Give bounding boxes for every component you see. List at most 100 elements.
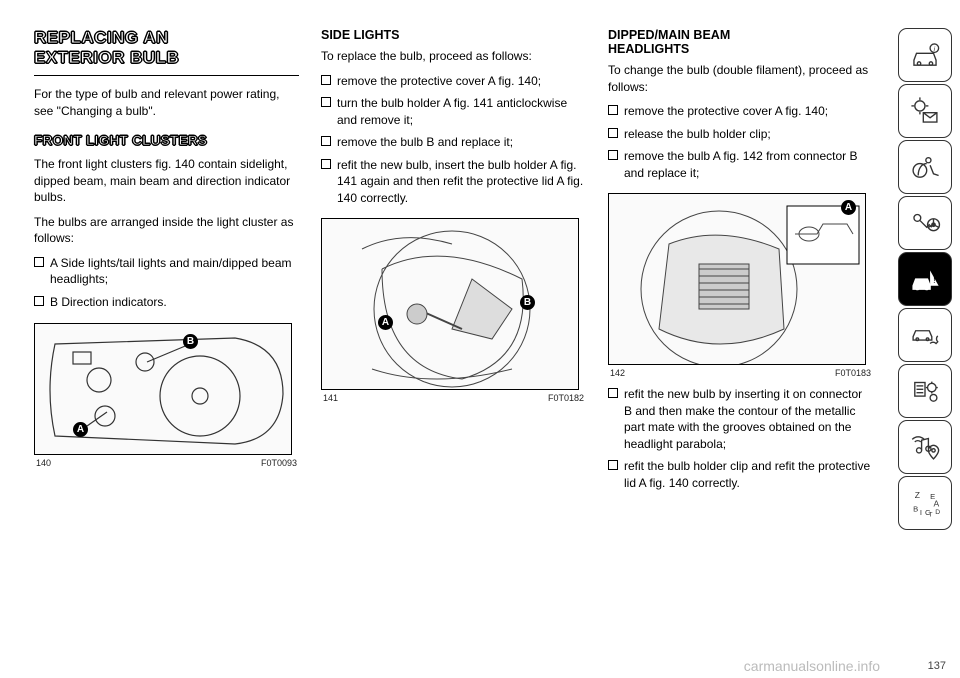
section-title: REPLACING AN EXTERIOR BULB xyxy=(34,28,299,67)
callout-a: A xyxy=(73,422,88,437)
figure-caption: 141 F0T0182 xyxy=(321,393,586,403)
media-gps-icon xyxy=(908,430,942,464)
subsection-heading: DIPPED/MAIN BEAM HEADLIGHTS xyxy=(608,28,873,56)
figure-image: A xyxy=(608,193,866,365)
headlight-bulb-diagram-icon xyxy=(609,194,866,365)
list-text: refit the new bulb, insert the bulb hold… xyxy=(337,157,586,207)
list-text: B Direction indicators. xyxy=(50,294,167,311)
sidebar-tab-lights[interactable] xyxy=(898,84,952,138)
page: REPLACING AN EXTERIOR BULB For the type … xyxy=(0,0,960,678)
body-text: The bulbs are arranged inside the light … xyxy=(34,214,299,247)
title-rule xyxy=(34,75,299,76)
alphabet-index-icon: Z E B A I C T D xyxy=(908,486,942,520)
svg-text:!: ! xyxy=(933,275,935,285)
square-bullet-icon xyxy=(321,97,331,107)
square-bullet-icon xyxy=(321,159,331,169)
figure-image: A B xyxy=(34,323,292,455)
list-text: remove the bulb B and replace it; xyxy=(337,134,513,151)
svg-text:T: T xyxy=(928,512,932,519)
svg-text:A: A xyxy=(934,498,940,508)
watermark: carmanualsonline.info xyxy=(744,658,880,674)
sidebar-tab-techdata[interactable] xyxy=(898,364,952,418)
figure-image: A B xyxy=(321,218,579,390)
square-bullet-icon xyxy=(34,257,44,267)
figure-140: A B 140 F0T0093 xyxy=(34,323,299,468)
heading-line-1: DIPPED/MAIN BEAM xyxy=(608,28,730,42)
square-bullet-icon xyxy=(608,388,618,398)
column-2: SIDE LIGHTS To replace the bulb, proceed… xyxy=(321,28,586,668)
square-bullet-icon xyxy=(608,150,618,160)
list-item: B Direction indicators. xyxy=(34,294,299,311)
list-text: release the bulb holder clip; xyxy=(624,126,771,143)
list-item: remove the protective cover A fig. 140; xyxy=(321,73,586,90)
column-1: REPLACING AN EXTERIOR BULB For the type … xyxy=(34,28,299,668)
page-number: 137 xyxy=(928,660,946,672)
body-text: The front light clusters fig. 140 contai… xyxy=(34,156,299,206)
sidebar-tab-emergency[interactable]: ! xyxy=(898,252,952,306)
sidebar-tab-index[interactable]: Z E B A I C T D xyxy=(898,476,952,530)
sidebar-tabs: i ! Z E B A I C xyxy=(898,0,960,678)
airbag-icon xyxy=(908,150,942,184)
list-item: A Side lights/tail lights and main/dippe… xyxy=(34,255,299,288)
figure-number: 140 xyxy=(36,458,51,468)
square-bullet-icon xyxy=(608,460,618,470)
list-text: remove the bulb A fig. 142 from connecto… xyxy=(624,148,873,181)
bulb-holder-diagram-icon xyxy=(322,219,579,390)
list-item: refit the new bulb, insert the bulb hold… xyxy=(321,157,586,207)
crash-icon: ! xyxy=(908,262,942,296)
sidebar-tab-maintenance[interactable] xyxy=(898,308,952,362)
subsection-title: FRONT LIGHT CLUSTERS xyxy=(34,133,299,148)
sidebar-tab-multimedia[interactable] xyxy=(898,420,952,474)
callout-b: B xyxy=(183,334,198,349)
sidebar-tab-info[interactable]: i xyxy=(898,28,952,82)
square-bullet-icon xyxy=(321,136,331,146)
list-text: refit the bulb holder clip and refit the… xyxy=(624,458,873,491)
figure-141: A B 141 F0T0182 xyxy=(321,218,586,403)
square-bullet-icon xyxy=(608,128,618,138)
list-item: turn the bulb holder A fig. 141 anticloc… xyxy=(321,95,586,128)
key-wheel-icon xyxy=(908,206,942,240)
list-item: refit the new bulb by inserting it on co… xyxy=(608,386,873,452)
heading-line-2: HEADLIGHTS xyxy=(608,42,689,56)
list-item: remove the protective cover A fig. 140; xyxy=(608,103,873,120)
svg-text:I: I xyxy=(920,508,922,517)
content-area: REPLACING AN EXTERIOR BULB For the type … xyxy=(0,0,898,678)
body-text: To replace the bulb, proceed as follows: xyxy=(321,48,586,65)
title-line-2: EXTERIOR BULB xyxy=(34,48,179,67)
figure-number: 142 xyxy=(610,368,625,378)
sidebar-tab-safety[interactable] xyxy=(898,140,952,194)
column-3: DIPPED/MAIN BEAM HEADLIGHTS To change th… xyxy=(608,28,873,668)
figure-caption: 140 F0T0093 xyxy=(34,458,299,468)
list-text: remove the protective cover A fig. 140; xyxy=(337,73,541,90)
list-item: refit the bulb holder clip and refit the… xyxy=(608,458,873,491)
list-text: A Side lights/tail lights and main/dippe… xyxy=(50,255,299,288)
light-mail-icon xyxy=(908,94,942,128)
intro-text: For the type of bulb and relevant power … xyxy=(34,86,299,119)
figure-number: 141 xyxy=(323,393,338,403)
figure-code: F0T0182 xyxy=(548,393,584,403)
square-bullet-icon xyxy=(608,105,618,115)
svg-text:B: B xyxy=(913,505,918,514)
list-item: remove the bulb B and replace it; xyxy=(321,134,586,151)
svg-text:D: D xyxy=(935,509,940,516)
list-text: turn the bulb holder A fig. 141 anticloc… xyxy=(337,95,586,128)
square-bullet-icon xyxy=(34,296,44,306)
title-line-1: REPLACING AN xyxy=(34,28,169,47)
list-text: remove the protective cover A fig. 140; xyxy=(624,103,828,120)
body-text: To change the bulb (double filament), pr… xyxy=(608,62,873,95)
car-wrench-icon xyxy=(908,318,942,352)
list-item: release the bulb holder clip; xyxy=(608,126,873,143)
list-item: remove the bulb A fig. 142 from connecto… xyxy=(608,148,873,181)
headlight-diagram-icon xyxy=(35,324,292,455)
sidebar-tab-starting[interactable] xyxy=(898,196,952,250)
settings-icon xyxy=(908,374,942,408)
figure-code: F0T0093 xyxy=(261,458,297,468)
figure-code: F0T0183 xyxy=(835,368,871,378)
figure-caption: 142 F0T0183 xyxy=(608,368,873,378)
svg-text:Z: Z xyxy=(915,490,920,500)
square-bullet-icon xyxy=(321,75,331,85)
subsection-heading: SIDE LIGHTS xyxy=(321,28,586,42)
car-info-icon: i xyxy=(908,38,942,72)
figure-142: A 142 F0T0183 xyxy=(608,193,873,378)
list-text: refit the new bulb by inserting it on co… xyxy=(624,386,873,452)
